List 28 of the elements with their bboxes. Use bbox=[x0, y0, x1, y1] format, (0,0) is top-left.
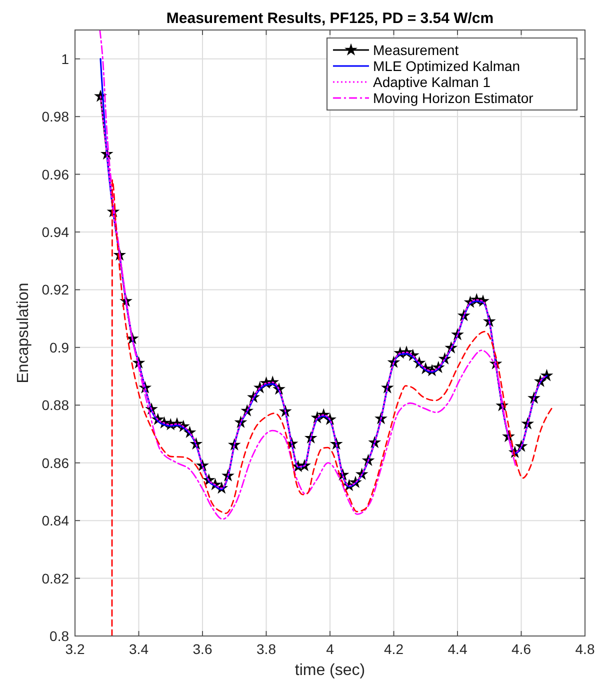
y-tick-label: 0.96 bbox=[42, 166, 70, 182]
legend-label: Adaptive Kalman 1 bbox=[373, 74, 491, 90]
x-axis-title: time (sec) bbox=[294, 662, 366, 679]
x-tick-label: 4.2 bbox=[384, 641, 404, 657]
y-tick-label: 0.92 bbox=[42, 282, 70, 298]
y-tick-label: 0.8 bbox=[50, 628, 70, 644]
y-tick-label: 0.94 bbox=[42, 224, 70, 240]
legend-label: Measurement bbox=[373, 42, 459, 58]
y-axis-title: Encapsulation bbox=[15, 282, 32, 384]
legend-label: Moving Horizon Estimator bbox=[373, 90, 534, 106]
y-tick-label: 0.98 bbox=[42, 108, 70, 125]
x-tick-label: 3.4 bbox=[129, 641, 149, 657]
x-tick-label: 4.6 bbox=[512, 641, 532, 657]
y-tick-label: 1 bbox=[61, 50, 70, 67]
x-tick-label: 3.2 bbox=[65, 641, 85, 657]
x-tick-label: 4 bbox=[326, 641, 334, 657]
y-tick-label: 0.84 bbox=[42, 512, 70, 529]
y-tick-label: 0.82 bbox=[42, 570, 70, 586]
legend-label: MLE Optimized Kalman bbox=[373, 58, 520, 74]
y-tick-label: 0.9 bbox=[50, 339, 70, 356]
x-tick-label: 4.8 bbox=[575, 641, 595, 657]
y-tick-label: 0.88 bbox=[42, 397, 70, 414]
y-tick-label: 0.86 bbox=[42, 454, 70, 471]
line-series bbox=[111, 179, 554, 636]
x-tick-label: 3.6 bbox=[192, 641, 212, 657]
x-tick-label: 4.4 bbox=[448, 641, 468, 657]
chart-title: Measurement Results, PF125, PD = 3.54 W/cm bbox=[166, 10, 494, 27]
x-tick-label: 3.8 bbox=[256, 641, 276, 657]
